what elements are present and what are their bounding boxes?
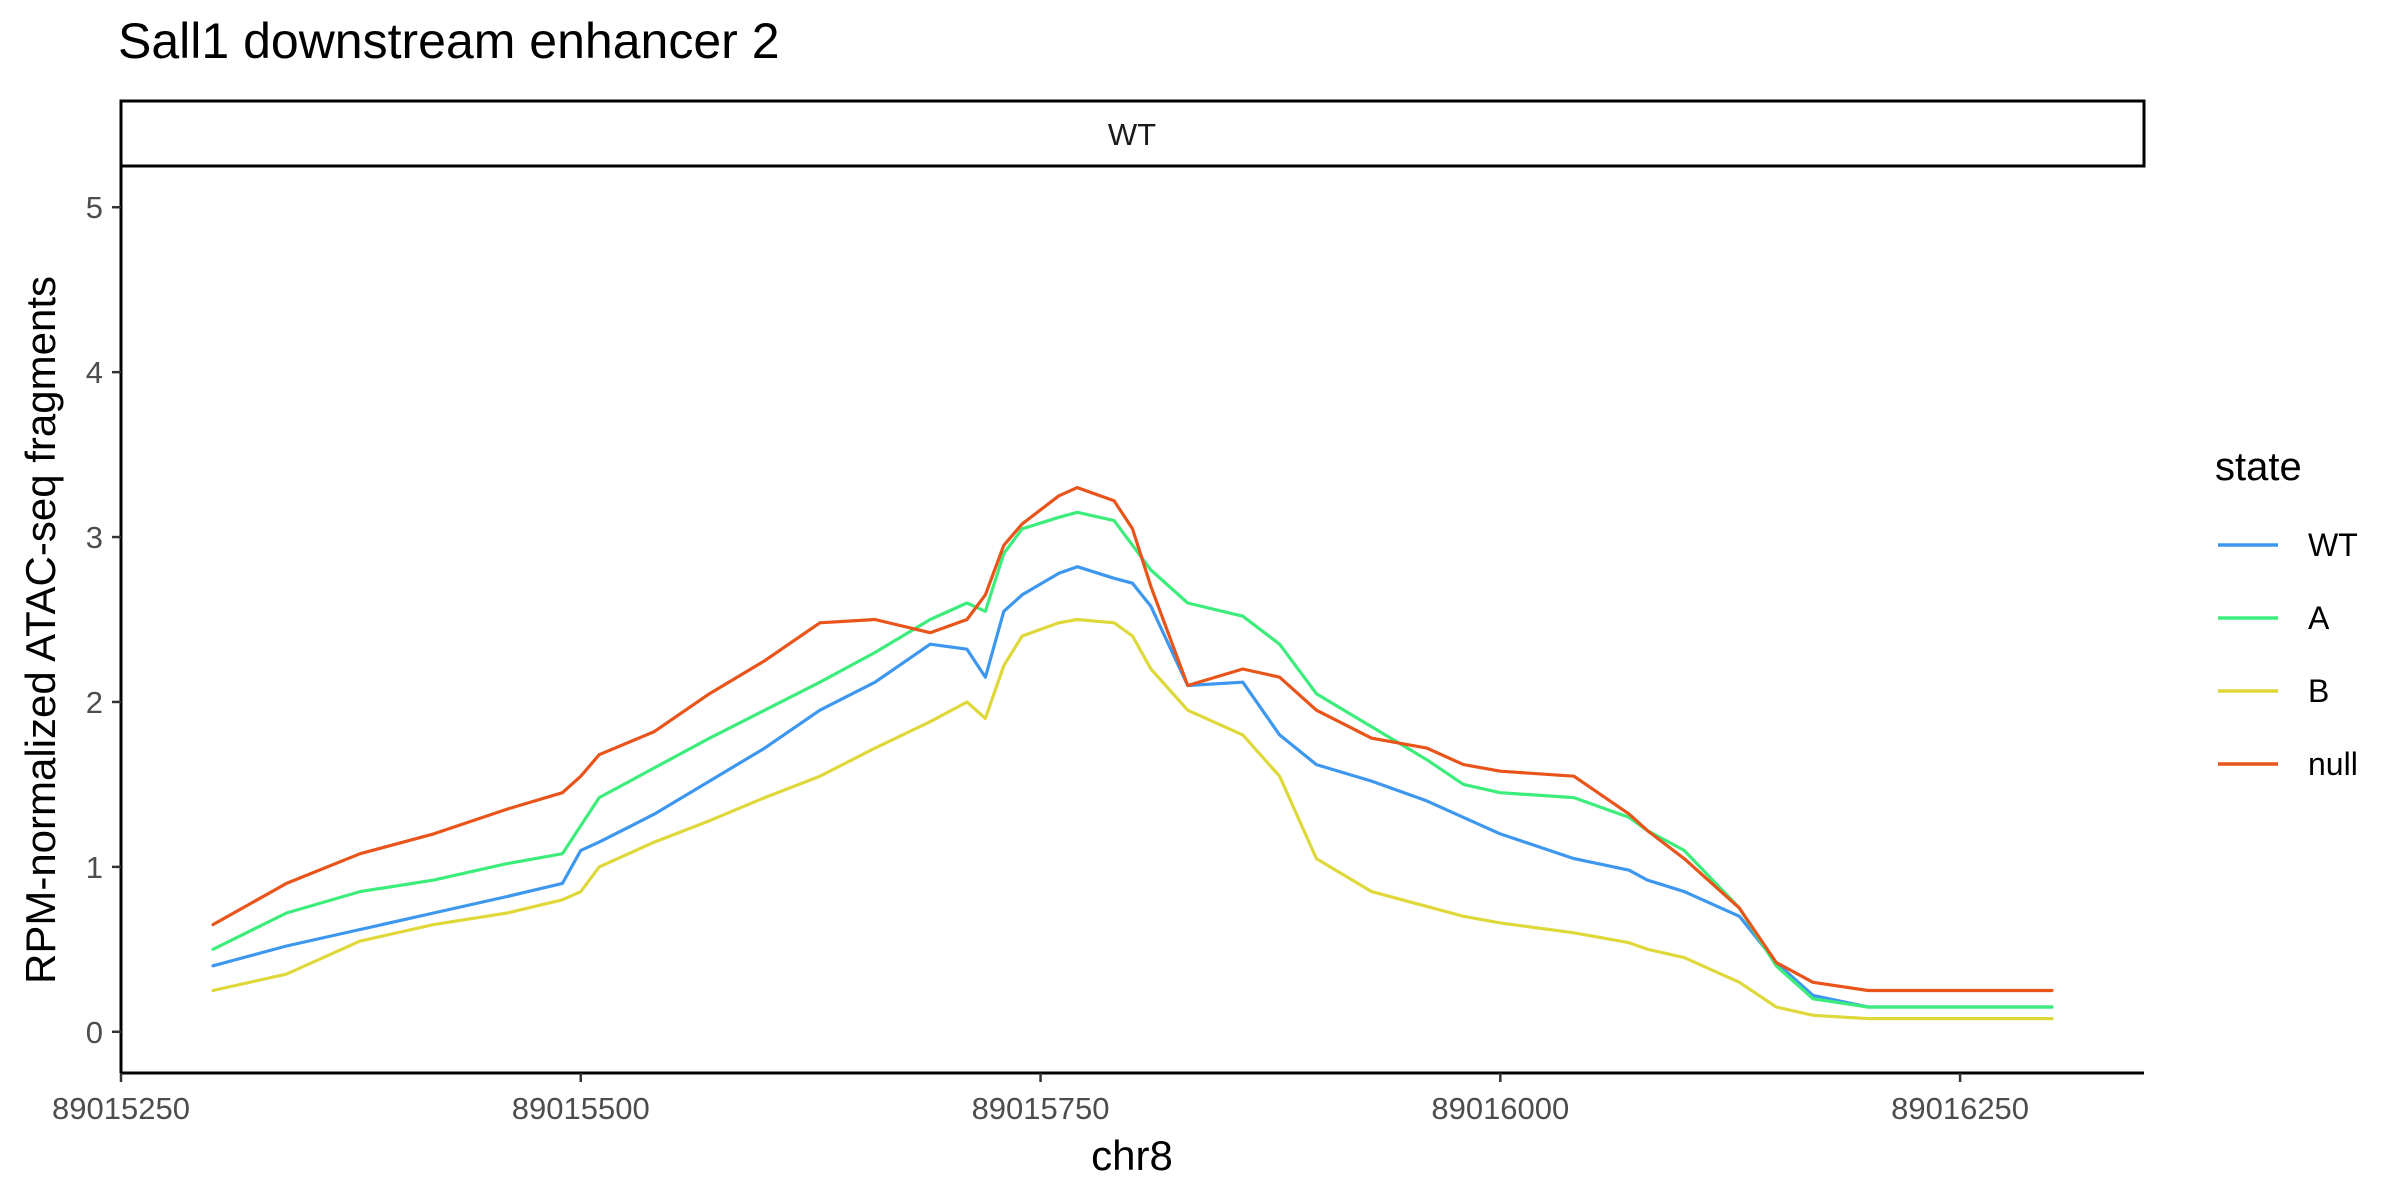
facet-strip-label: WT [1108,117,1156,152]
legend-label: B [2308,673,2329,709]
plot-area [211,486,2054,1021]
y-tick-label: 4 [86,355,103,390]
y-axis-label: RPM-normalized ATAC-seq fragments [17,276,64,984]
x-tick-label: 89015500 [512,1091,650,1126]
x-tick-label: 89015250 [52,1091,190,1126]
y-tick-label: 1 [86,850,103,885]
x-axis: 89015250 89015500 89015750 89016000 89016250 [52,1071,2144,1126]
y-axis: 0 1 2 3 4 5 [86,166,123,1073]
x-axis-label: chr8 [1091,1132,1173,1179]
y-tick-label: 5 [86,190,103,225]
series-line-b [211,617,2054,1021]
x-tick-label: 89015750 [972,1091,1110,1126]
chart-title: Sall1 downstream enhancer 2 [118,13,780,69]
legend-label: null [2308,746,2358,782]
series-line-null [211,486,2054,993]
y-tick-label: 0 [86,1015,103,1050]
facet-strip: WT [119,99,2146,168]
facet-strip-box [119,99,2146,168]
y-tick-label: 2 [86,685,103,720]
x-tick-label: 89016250 [1891,1091,2029,1126]
legend-label: A [2308,600,2330,636]
legend-label: WT [2308,527,2358,563]
x-tick-label: 89016000 [1431,1091,1569,1126]
series-line-a [211,510,2054,1009]
series-line-wt [211,565,2054,1009]
y-tick-label: 3 [86,520,103,555]
legend-title: state [2215,445,2302,489]
